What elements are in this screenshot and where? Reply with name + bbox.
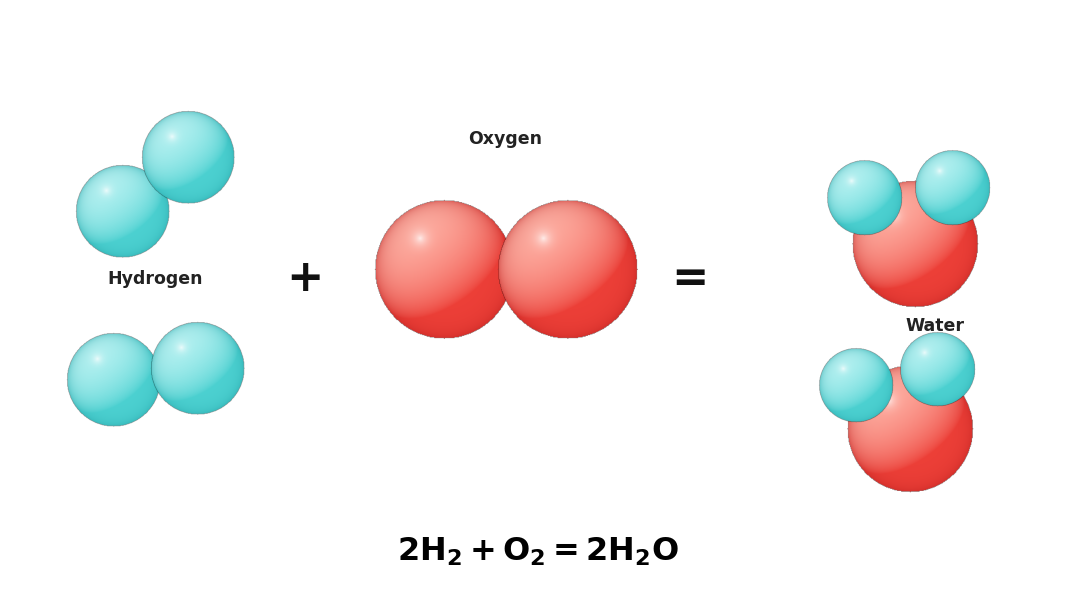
Text: =: =: [671, 257, 709, 301]
Text: +: +: [286, 257, 324, 301]
Text: Water: Water: [906, 317, 964, 335]
Text: $\mathbf{2H_2 + O_2 = 2H_2O}$: $\mathbf{2H_2 + O_2 = 2H_2O}$: [397, 536, 679, 568]
Text: Hydrogen: Hydrogen: [108, 270, 202, 288]
Text: Oxygen: Oxygen: [468, 130, 542, 148]
